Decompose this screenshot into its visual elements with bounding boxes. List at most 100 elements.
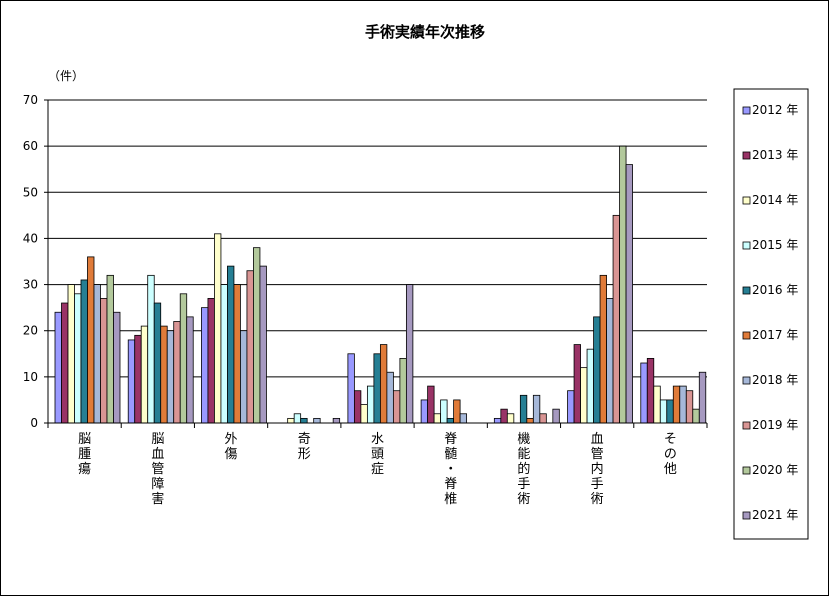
- bar: [625, 164, 633, 424]
- bar: [100, 298, 108, 424]
- bar: [500, 408, 508, 424]
- bar: [552, 408, 560, 424]
- x-tick-label: 的: [517, 461, 530, 477]
- legend-label: 2017 年: [752, 328, 798, 342]
- bar: [366, 385, 375, 424]
- bar: [446, 417, 455, 424]
- bar: [313, 417, 321, 424]
- x-tick-label: 脳: [151, 432, 164, 447]
- bar: [54, 311, 62, 424]
- bar: [227, 265, 235, 424]
- legend-label: 2018 年: [752, 373, 798, 387]
- legend-swatch: [742, 196, 751, 205]
- bar: [567, 390, 575, 424]
- x-tick-label: 椎: [444, 492, 457, 507]
- bar: [61, 302, 69, 424]
- bar: [386, 371, 394, 424]
- bar: [580, 367, 588, 424]
- x-tick-label: 手: [591, 477, 604, 492]
- bar: [67, 284, 75, 424]
- x-tick-label: 瘍: [78, 461, 91, 477]
- legend-swatch: [742, 466, 751, 475]
- x-tick-label: 管: [591, 447, 604, 462]
- bar: [405, 284, 414, 424]
- bar: [573, 344, 581, 424]
- bar: [640, 362, 648, 424]
- bar: [127, 339, 136, 424]
- x-tick-label: 他: [664, 462, 677, 477]
- bar: [160, 325, 168, 424]
- bar: [287, 417, 295, 424]
- y-tick-label: 20: [23, 324, 38, 338]
- bar: [332, 417, 341, 424]
- bar: [593, 316, 601, 424]
- legend-swatch: [742, 151, 751, 160]
- x-tick-label: 血: [151, 447, 164, 462]
- x-tick-label: 手: [517, 477, 530, 492]
- x-tick-label: 頭: [371, 447, 384, 462]
- bar: [113, 311, 121, 424]
- y-tick-label: 10: [23, 370, 38, 384]
- x-tick-label: 術: [517, 492, 530, 507]
- y-tick-label: 50: [23, 185, 38, 199]
- legend-swatch: [742, 331, 751, 340]
- y-tick-label: 40: [23, 231, 38, 245]
- legend-label: 2012 年: [752, 103, 798, 117]
- bar: [606, 298, 614, 424]
- bar: [360, 404, 368, 424]
- x-tick-label: 血: [591, 432, 604, 447]
- bar: [453, 399, 461, 424]
- x-tick-label: 能: [517, 447, 530, 462]
- legend-label: 2019 年: [752, 418, 798, 432]
- x-tick-label: 外: [225, 432, 238, 447]
- bar: [353, 390, 362, 424]
- bar: [420, 399, 429, 424]
- legend-label: 2021 年: [752, 508, 798, 522]
- bar: [259, 265, 267, 424]
- legend-swatch: [742, 421, 751, 430]
- y-tick-label: 70: [23, 93, 38, 107]
- bar: [147, 274, 155, 424]
- bar: [586, 348, 594, 424]
- x-tick-label: 脊: [444, 432, 457, 447]
- bar: [646, 357, 655, 424]
- x-tick-label: 脊: [444, 477, 457, 492]
- x-tick-label: そ: [664, 432, 677, 447]
- bar: [347, 353, 355, 424]
- legend-label: 2014 年: [752, 193, 798, 207]
- bar: [653, 385, 661, 424]
- bar: [87, 256, 95, 424]
- bar: [140, 325, 149, 424]
- bar: [74, 293, 82, 424]
- bar: [93, 284, 101, 424]
- bar: [399, 357, 407, 424]
- legend-swatch: [742, 286, 751, 295]
- bar: [240, 330, 248, 424]
- legend-label: 2015 年: [752, 238, 798, 252]
- x-tick-label: 害: [151, 491, 164, 507]
- x-tick-label: 傷: [225, 447, 238, 462]
- x-tick-label: 障: [151, 477, 164, 492]
- x-tick-label: 髄: [444, 447, 457, 462]
- bar: [612, 214, 620, 424]
- bar: [246, 270, 254, 424]
- bar: [173, 321, 181, 424]
- legend-label: 2020 年: [752, 463, 798, 477]
- x-tick-label: の: [664, 447, 677, 462]
- bar: [392, 390, 401, 424]
- bar: [692, 408, 700, 424]
- legend-label: 2013 年: [752, 148, 798, 162]
- x-tick-label: 腫: [78, 446, 91, 462]
- bar: [207, 298, 215, 424]
- x-tick-label: 機: [517, 432, 530, 447]
- y-tick-label: 60: [23, 139, 38, 153]
- bar: [459, 413, 468, 424]
- bar: [253, 247, 261, 424]
- x-tick-label: ・: [444, 462, 457, 477]
- bar: [619, 145, 627, 424]
- bar: [293, 413, 302, 424]
- legend-box: [733, 88, 809, 540]
- bar: [179, 293, 188, 424]
